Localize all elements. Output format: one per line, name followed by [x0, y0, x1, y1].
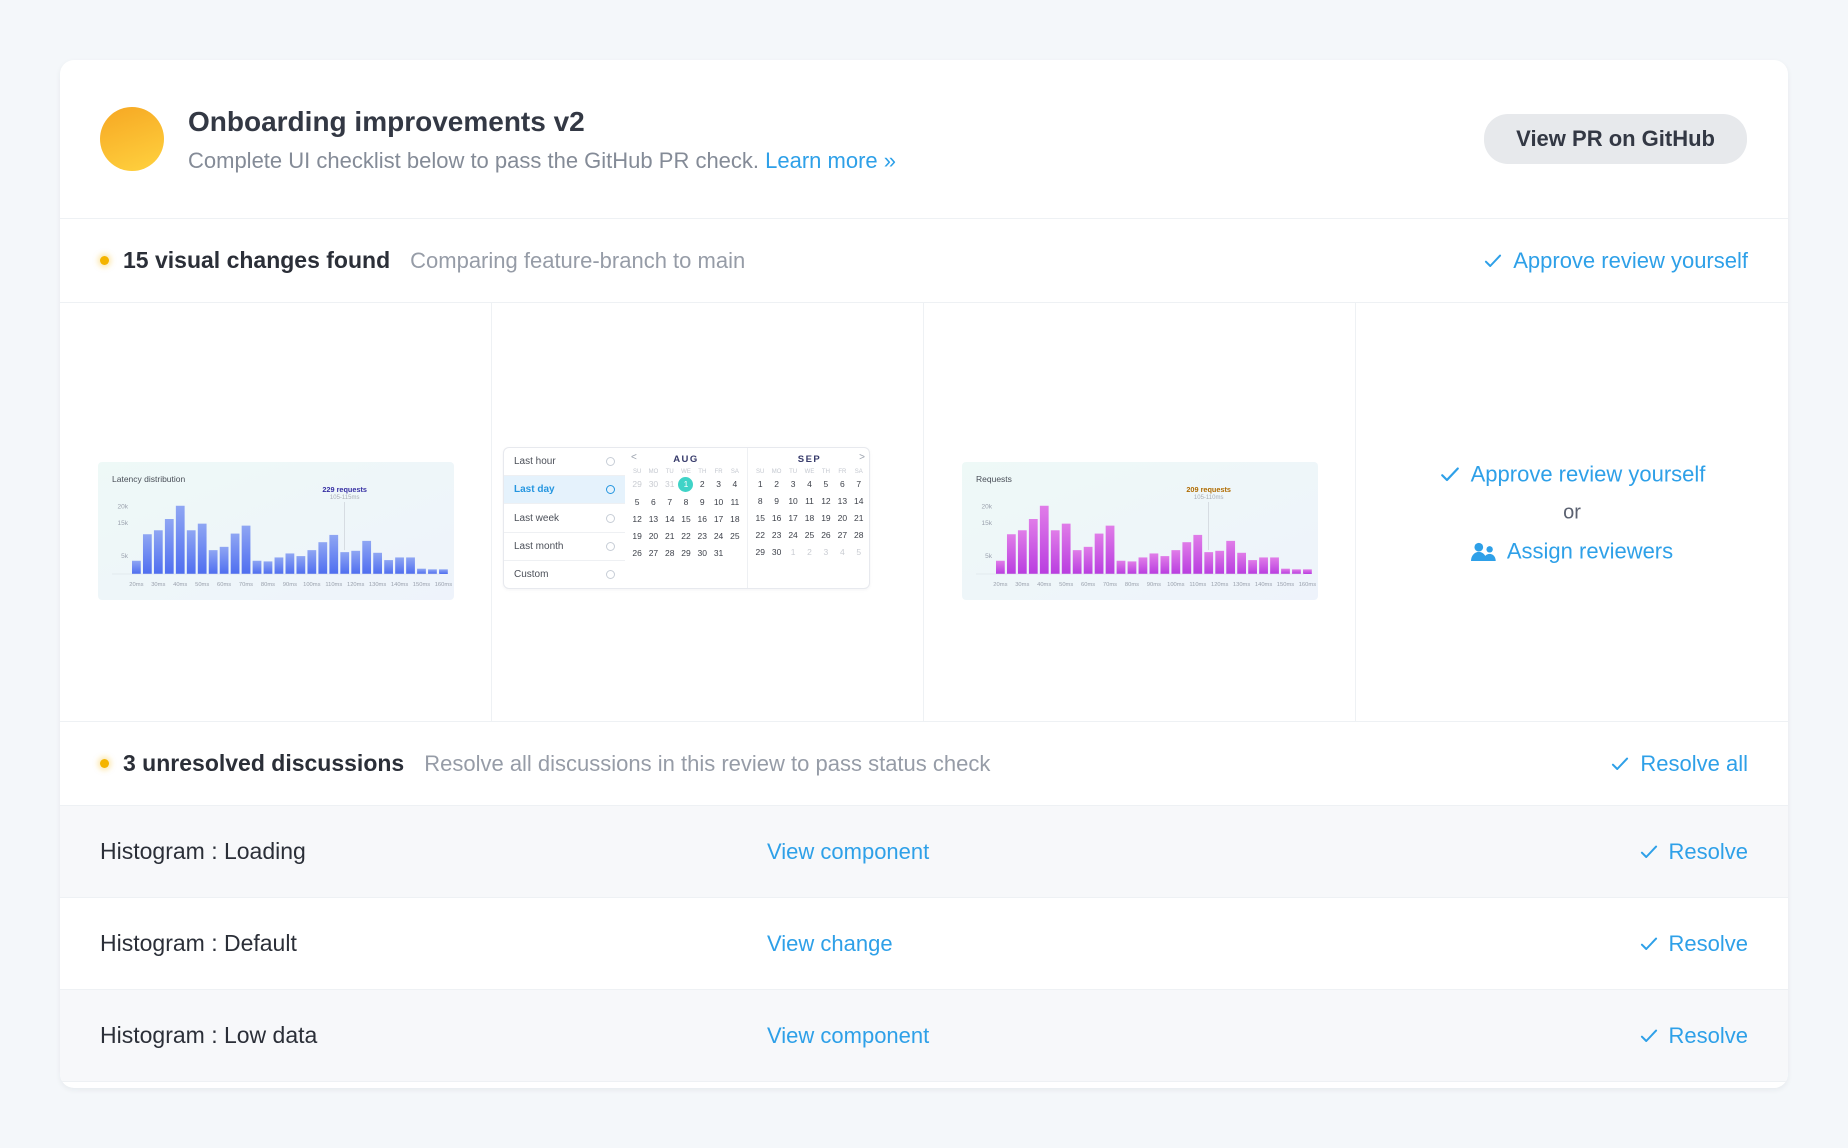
- svg-text:5k: 5k: [985, 553, 993, 560]
- svg-text:60ms: 60ms: [217, 582, 231, 588]
- svg-text:30ms: 30ms: [1015, 582, 1029, 588]
- svg-text:15k: 15k: [982, 520, 993, 527]
- svg-text:15k: 15k: [118, 520, 129, 527]
- svg-text:20ms: 20ms: [129, 582, 143, 588]
- svg-text:Requests: Requests: [976, 474, 1012, 484]
- svg-text:60ms: 60ms: [1081, 582, 1095, 588]
- svg-text:150ms: 150ms: [413, 582, 431, 588]
- svg-text:80ms: 80ms: [261, 582, 275, 588]
- svg-text:100ms: 100ms: [1167, 582, 1185, 588]
- svg-text:Latency distribution: Latency distribution: [112, 474, 186, 484]
- svg-text:130ms: 130ms: [369, 582, 387, 588]
- svg-text:20k: 20k: [118, 503, 129, 510]
- svg-text:50ms: 50ms: [195, 582, 209, 588]
- svg-text:105-110ms: 105-110ms: [1194, 495, 1224, 501]
- svg-text:140ms: 140ms: [391, 582, 409, 588]
- svg-text:80ms: 80ms: [1125, 582, 1139, 588]
- svg-text:100ms: 100ms: [303, 582, 321, 588]
- svg-text:50ms: 50ms: [1059, 582, 1073, 588]
- svg-text:90ms: 90ms: [283, 582, 297, 588]
- svg-text:209 requests: 209 requests: [1186, 485, 1231, 494]
- svg-text:70ms: 70ms: [239, 582, 253, 588]
- svg-text:40ms: 40ms: [173, 582, 187, 588]
- svg-text:140ms: 140ms: [1255, 582, 1273, 588]
- svg-text:20k: 20k: [982, 503, 993, 510]
- svg-text:105-115ms: 105-115ms: [330, 495, 360, 501]
- svg-text:110ms: 110ms: [1189, 582, 1206, 588]
- svg-text:70ms: 70ms: [1103, 582, 1117, 588]
- svg-text:229 requests: 229 requests: [322, 485, 367, 494]
- svg-text:160ms: 160ms: [435, 582, 453, 588]
- svg-text:120ms: 120ms: [347, 582, 365, 588]
- svg-text:90ms: 90ms: [1147, 582, 1161, 588]
- svg-text:40ms: 40ms: [1037, 582, 1051, 588]
- svg-text:20ms: 20ms: [993, 582, 1007, 588]
- svg-text:120ms: 120ms: [1211, 582, 1229, 588]
- svg-text:160ms: 160ms: [1299, 582, 1317, 588]
- svg-text:150ms: 150ms: [1277, 582, 1295, 588]
- svg-text:5k: 5k: [121, 553, 129, 560]
- svg-text:130ms: 130ms: [1233, 582, 1251, 588]
- svg-text:110ms: 110ms: [325, 582, 342, 588]
- svg-text:30ms: 30ms: [151, 582, 165, 588]
